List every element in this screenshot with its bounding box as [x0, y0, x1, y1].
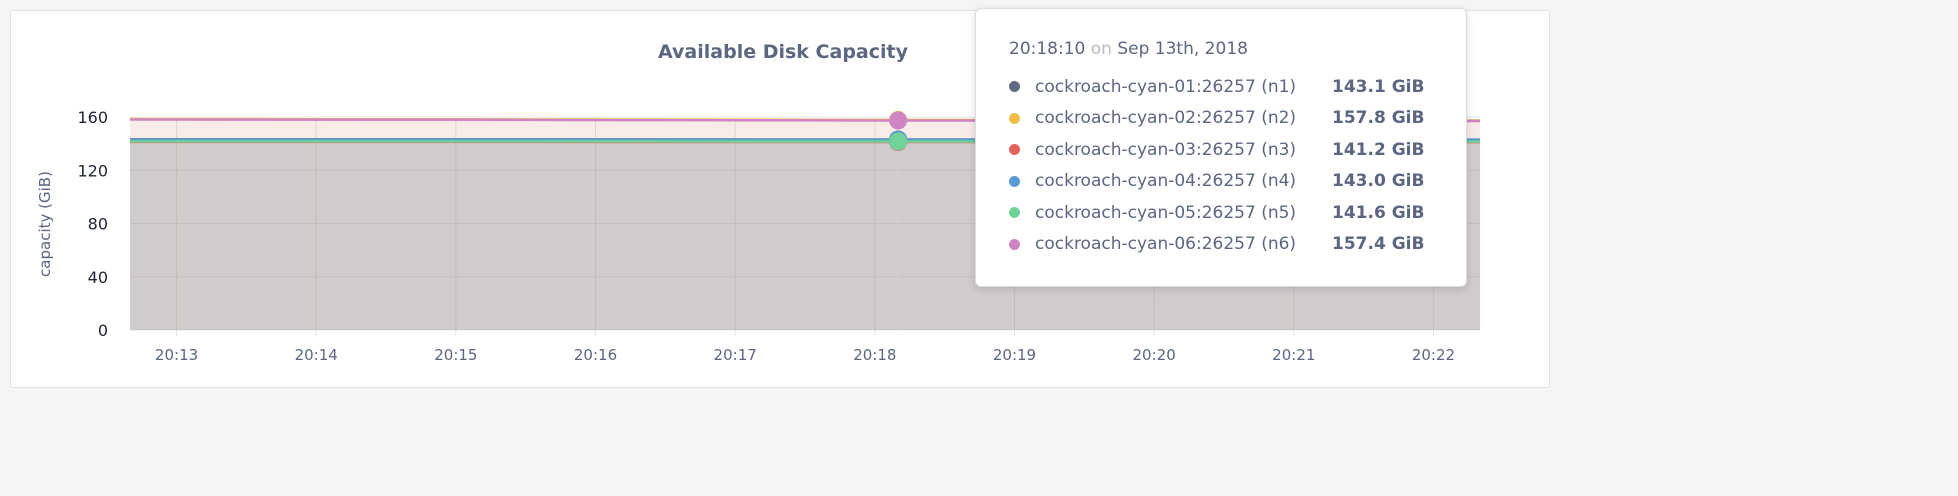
x-tick-label: 20:13 — [155, 346, 198, 364]
tooltip-row: cockroach-cyan-05:26257 (n5) 141.6 GiB — [1009, 197, 1466, 229]
tooltip-series-name: cockroach-cyan-06:26257 (n6) — [1035, 234, 1297, 255]
x-tick-label: 20:22 — [1412, 346, 1455, 364]
tooltip-series-value: 141.6 GiB — [1332, 202, 1425, 223]
series-dot-icon — [1009, 112, 1020, 124]
y-axis-label: capacity (GiB) — [36, 171, 54, 277]
tooltip-date: Sep 13th, 2018 — [1117, 39, 1248, 59]
series-dot-icon — [1009, 238, 1020, 250]
tooltip-series-name: cockroach-cyan-04:26257 (n4) — [1035, 171, 1297, 192]
tooltip-row: cockroach-cyan-02:26257 (n2) 157.8 GiB — [1009, 103, 1466, 135]
tooltip-row: cockroach-cyan-03:26257 (n3) 141.2 GiB — [1009, 134, 1466, 166]
y-tick-label: 40 — [88, 268, 108, 287]
series-dot-icon — [1009, 175, 1020, 187]
tooltip-row: cockroach-cyan-06:26257 (n6) 157.4 GiB — [1009, 229, 1466, 261]
tooltip-header: 20:18:10 on Sep 13th, 2018 — [1009, 39, 1466, 59]
x-tick-label: 20:18 — [853, 346, 896, 364]
tooltip: 20:18:10 on Sep 13th, 2018 cockroach-cya… — [975, 8, 1467, 287]
tooltip-series-value: 143.0 GiB — [1332, 171, 1425, 192]
tooltip-series-name: cockroach-cyan-02:26257 (n2) — [1035, 108, 1297, 129]
series-dot-icon — [1009, 81, 1020, 93]
y-tick-label: 120 — [77, 161, 108, 180]
tooltip-series-name: cockroach-cyan-05:26257 (n5) — [1035, 202, 1297, 223]
chart-title: Available Disk Capacity — [658, 41, 909, 63]
series-dot-icon — [1009, 144, 1020, 156]
x-tick-label: 20:17 — [714, 346, 757, 364]
x-tick-label: 20:20 — [1133, 346, 1176, 364]
hover-point-n5 — [889, 132, 908, 151]
x-tick-label: 20:14 — [295, 346, 338, 364]
tooltip-series-name: cockroach-cyan-03:26257 (n3) — [1035, 139, 1297, 160]
tooltip-on: on — [1090, 39, 1112, 59]
tooltip-series-value: 143.1 GiB — [1332, 76, 1425, 97]
tooltip-row: cockroach-cyan-01:26257 (n1) 143.1 GiB — [1009, 71, 1466, 103]
tooltip-series-value: 157.8 GiB — [1332, 108, 1425, 129]
tooltip-time: 20:18:10 — [1009, 39, 1086, 59]
x-tick-label: 20:16 — [574, 346, 617, 364]
y-tick-label: 160 — [77, 108, 108, 127]
series-dot-icon — [1009, 207, 1020, 219]
y-tick-label: 80 — [88, 215, 108, 234]
tooltip-row: cockroach-cyan-04:26257 (n4) 143.0 GiB — [1009, 166, 1466, 198]
x-tick-label: 20:19 — [993, 346, 1036, 364]
hover-point-n6 — [889, 111, 908, 130]
tooltip-series-name: cockroach-cyan-01:26257 (n1) — [1035, 76, 1297, 97]
tooltip-series-value: 157.4 GiB — [1332, 234, 1425, 255]
y-tick-label: 0 — [98, 321, 108, 340]
x-tick-label: 20:15 — [434, 346, 477, 364]
tooltip-series-value: 141.2 GiB — [1332, 139, 1425, 160]
x-tick-label: 20:21 — [1272, 346, 1315, 364]
